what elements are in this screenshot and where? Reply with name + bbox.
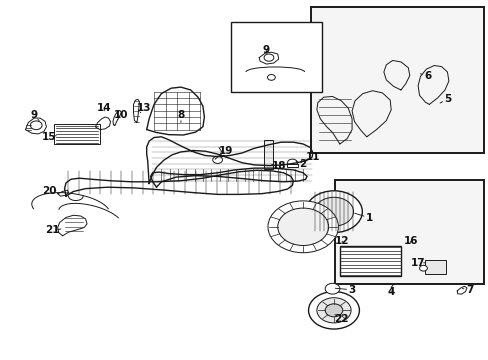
Text: 22: 22 xyxy=(333,314,348,324)
Text: 6: 6 xyxy=(424,71,430,81)
Text: 14: 14 xyxy=(97,103,111,113)
Text: 1: 1 xyxy=(365,213,372,223)
Circle shape xyxy=(419,265,427,271)
Circle shape xyxy=(212,156,222,163)
Bar xyxy=(425,260,445,274)
Circle shape xyxy=(30,121,42,130)
Text: 19: 19 xyxy=(218,146,233,156)
Text: 16: 16 xyxy=(403,236,417,246)
Text: 18: 18 xyxy=(271,161,285,171)
Text: 9: 9 xyxy=(31,110,38,120)
Bar xyxy=(286,164,297,167)
Circle shape xyxy=(314,197,353,226)
Text: 15: 15 xyxy=(41,132,56,142)
Bar xyxy=(334,180,483,284)
Circle shape xyxy=(264,54,273,61)
Circle shape xyxy=(305,191,362,233)
Bar xyxy=(264,140,272,169)
Bar xyxy=(339,246,400,276)
Bar xyxy=(231,22,321,92)
Circle shape xyxy=(308,292,359,329)
Circle shape xyxy=(267,75,275,80)
Circle shape xyxy=(325,304,342,317)
Circle shape xyxy=(325,283,339,294)
Bar xyxy=(54,124,100,144)
Bar xyxy=(310,7,483,153)
Circle shape xyxy=(287,159,297,166)
Text: 12: 12 xyxy=(334,236,349,246)
Text: 8: 8 xyxy=(177,110,184,120)
Circle shape xyxy=(277,208,328,246)
Text: 20: 20 xyxy=(41,186,56,196)
Text: 2: 2 xyxy=(299,159,306,169)
Text: 3: 3 xyxy=(348,285,355,295)
Text: 5: 5 xyxy=(443,94,450,104)
Text: 10: 10 xyxy=(114,110,128,120)
Text: 4: 4 xyxy=(386,287,394,297)
Text: 11: 11 xyxy=(305,152,320,162)
Circle shape xyxy=(316,298,350,323)
Text: 13: 13 xyxy=(137,103,151,113)
Text: 21: 21 xyxy=(45,225,60,235)
Text: 17: 17 xyxy=(410,258,425,268)
Circle shape xyxy=(267,201,338,253)
Text: 9: 9 xyxy=(263,45,269,55)
Text: 7: 7 xyxy=(465,285,472,295)
